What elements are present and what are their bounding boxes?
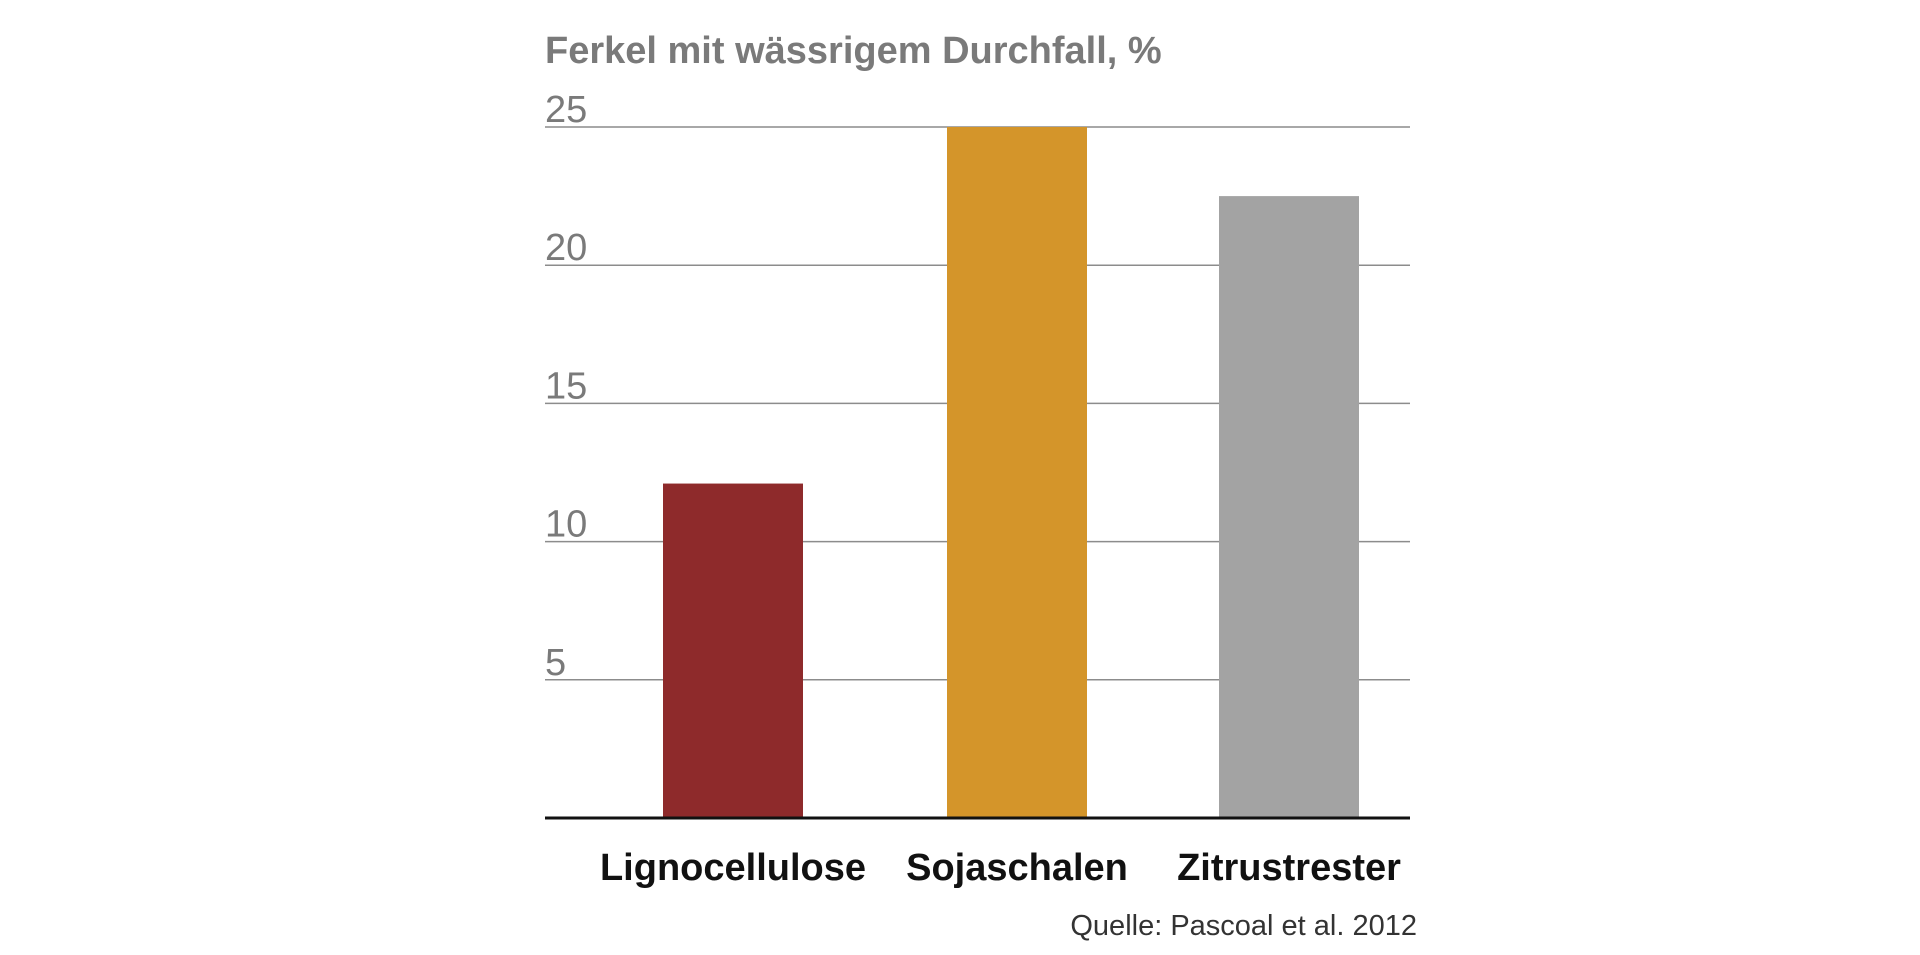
chart-title: Ferkel mit wässrigem Durchfall, % [545,30,1162,72]
y-tick-label: 5 [545,642,566,684]
x-axis-category-labels: Lignocellulose Sojaschalen Zitrustrester [600,847,1401,889]
y-axis-ticks: 5 10 15 20 25 [545,89,587,684]
x-category-label-zitrustrester: Zitrustrester [1177,847,1401,889]
x-category-label-sojaschalen: Sojaschalen [906,847,1128,889]
y-tick-label: 20 [545,227,587,269]
y-tick-label: 25 [545,89,587,131]
bar-lignocellulose [663,483,803,818]
bars [663,127,1359,819]
x-category-label-lignocellulose: Lignocellulose [600,847,866,889]
y-tick-label: 10 [545,504,587,546]
bar-sojaschalen [947,127,1087,818]
bar-zitrustrester [1219,196,1359,819]
y-tick-label: 15 [545,365,587,407]
source-label: Quelle: Pascoal et al. 2012 [1070,910,1417,942]
